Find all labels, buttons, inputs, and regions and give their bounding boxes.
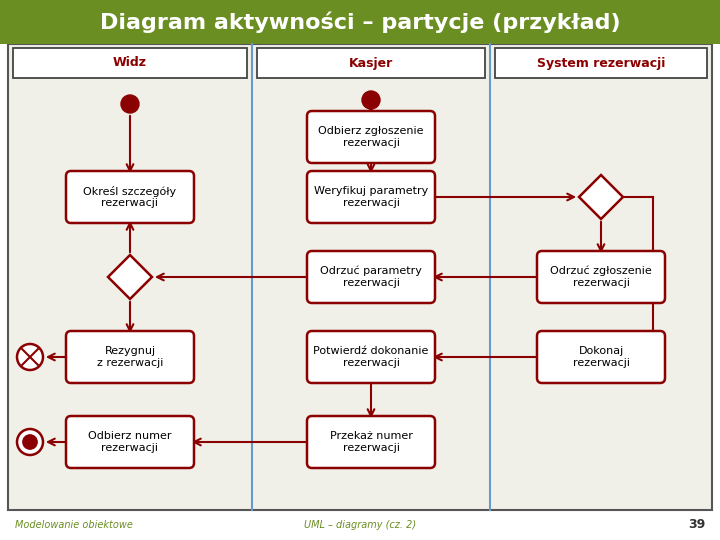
Text: Odrzuć zgłoszenie
rezerwacji: Odrzuć zgłoszenie rezerwacji	[550, 266, 652, 288]
Polygon shape	[108, 255, 152, 299]
Text: Weryfikuj parametry
rezerwacji: Weryfikuj parametry rezerwacji	[314, 186, 428, 208]
Bar	[495, 48, 707, 78]
Text: Potwierdź dokonanie
rezerwacji: Potwierdź dokonanie rezerwacji	[313, 346, 428, 368]
FancyBboxPatch shape	[307, 331, 435, 383]
FancyBboxPatch shape	[537, 331, 665, 383]
Polygon shape	[579, 175, 623, 219]
FancyBboxPatch shape	[307, 171, 435, 223]
Text: Odrzuć parametry
rezerwacji: Odrzuć parametry rezerwacji	[320, 266, 422, 288]
Text: 39: 39	[688, 518, 705, 531]
Circle shape	[17, 344, 43, 370]
Bar	[0, 0, 720, 44]
Text: Odbierz zgłoszenie
rezerwacji: Odbierz zgłoszenie rezerwacji	[318, 126, 424, 148]
Text: Dokonaj
rezerwacji: Dokonaj rezerwacji	[572, 346, 629, 368]
Text: Rezygnuj
z rezerwacji: Rezygnuj z rezerwacji	[96, 346, 163, 368]
Text: Diagram aktywności – partycje (przykład): Diagram aktywności – partycje (przykład)	[99, 11, 621, 33]
Text: System rezerwacji: System rezerwacji	[537, 57, 665, 70]
Text: Modelowanie obiektowe: Modelowanie obiektowe	[15, 520, 133, 530]
Text: Widz: Widz	[113, 57, 147, 70]
Text: Przekaż numer
rezerwacji: Przekaż numer rezerwacji	[330, 431, 413, 453]
FancyBboxPatch shape	[307, 111, 435, 163]
Circle shape	[17, 429, 43, 455]
FancyBboxPatch shape	[537, 251, 665, 303]
Circle shape	[23, 435, 37, 449]
Circle shape	[362, 91, 380, 109]
Text: UML – diagramy (cz. 2): UML – diagramy (cz. 2)	[304, 520, 416, 530]
Bar	[8, 44, 712, 510]
FancyBboxPatch shape	[307, 251, 435, 303]
Circle shape	[121, 95, 139, 113]
FancyBboxPatch shape	[66, 416, 194, 468]
FancyBboxPatch shape	[66, 171, 194, 223]
FancyBboxPatch shape	[307, 416, 435, 468]
FancyBboxPatch shape	[66, 331, 194, 383]
Text: Kasjer: Kasjer	[349, 57, 393, 70]
Bar	[13, 48, 247, 78]
Text: Odbierz numer
rezerwacji: Odbierz numer rezerwacji	[89, 431, 172, 453]
Text: Określ szczegóły
rezerwacji: Określ szczegóły rezerwacji	[84, 186, 176, 208]
Bar	[257, 48, 485, 78]
